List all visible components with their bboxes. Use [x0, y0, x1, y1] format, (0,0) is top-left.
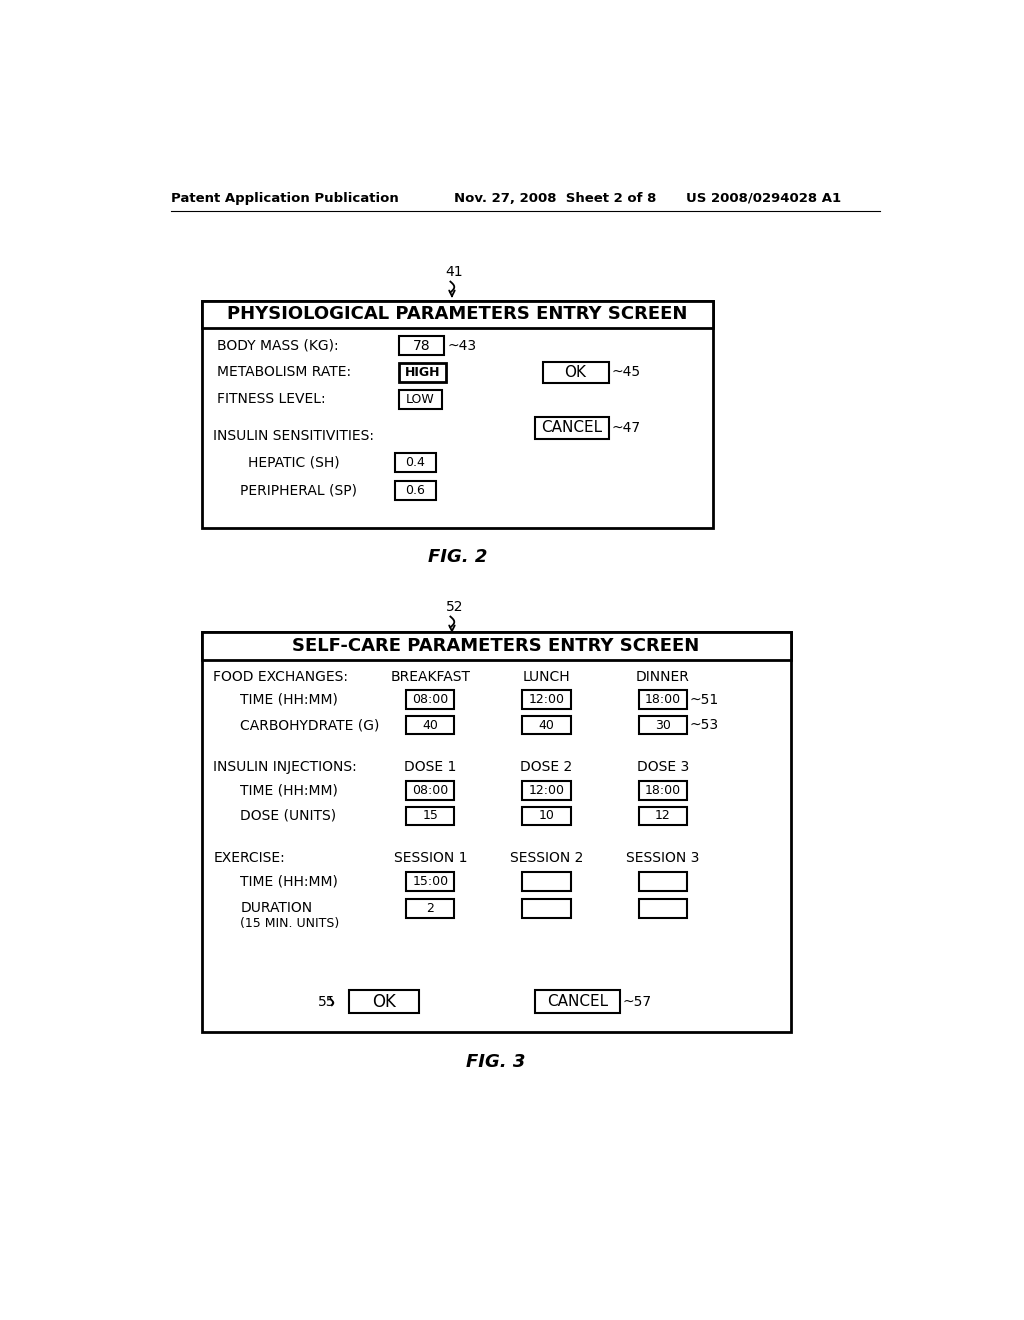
Bar: [639, 690, 687, 709]
Text: SESSION 1: SESSION 1: [393, 851, 467, 866]
Bar: [639, 781, 687, 800]
Text: LUNCH: LUNCH: [522, 669, 570, 684]
Bar: [399, 363, 445, 381]
Text: FIG. 2: FIG. 2: [428, 548, 487, 566]
Text: SELF-CARE PARAMETERS ENTRY SCREEN: SELF-CARE PARAMETERS ENTRY SCREEN: [293, 636, 699, 655]
Text: DOSE 2: DOSE 2: [520, 760, 572, 775]
Text: SESSION 3: SESSION 3: [626, 851, 699, 866]
Text: ~57: ~57: [623, 994, 651, 1008]
Text: 15:00: 15:00: [413, 875, 449, 888]
Text: DOSE 1: DOSE 1: [404, 760, 457, 775]
Bar: [535, 417, 608, 438]
Bar: [535, 990, 621, 1014]
Text: CANCEL: CANCEL: [547, 994, 608, 1008]
Text: CANCEL: CANCEL: [541, 420, 602, 436]
Text: DURATION: DURATION: [241, 902, 312, 915]
Bar: [639, 873, 687, 891]
Text: SESSION 2: SESSION 2: [510, 851, 584, 866]
Text: EXERCISE:: EXERCISE:: [213, 851, 285, 866]
Bar: [202, 301, 713, 528]
Text: ~45: ~45: [611, 366, 641, 379]
Bar: [522, 781, 570, 800]
Text: 08:00: 08:00: [412, 693, 449, 706]
Text: 30: 30: [654, 718, 671, 731]
Bar: [522, 690, 570, 709]
Bar: [407, 690, 455, 709]
Text: BREAKFAST: BREAKFAST: [390, 669, 470, 684]
Text: CARBOHYDRATE (G): CARBOHYDRATE (G): [241, 718, 380, 733]
Text: 15: 15: [422, 809, 438, 822]
Bar: [395, 480, 435, 499]
Text: 12:00: 12:00: [528, 784, 564, 797]
Bar: [639, 715, 687, 734]
Text: DOSE (UNITS): DOSE (UNITS): [241, 809, 337, 822]
Text: 78: 78: [413, 338, 430, 352]
Bar: [202, 632, 791, 1032]
Text: HEPATIC (SH): HEPATIC (SH): [248, 455, 340, 470]
Text: LOW: LOW: [407, 393, 435, 407]
Text: 12:00: 12:00: [528, 693, 564, 706]
Text: US 2008/0294028 A1: US 2008/0294028 A1: [686, 191, 841, 205]
Bar: [522, 873, 570, 891]
Text: ~53: ~53: [689, 718, 718, 733]
Text: TIME (HH:MM): TIME (HH:MM): [241, 693, 338, 706]
Text: 08:00: 08:00: [412, 784, 449, 797]
Bar: [639, 807, 687, 825]
Text: 40: 40: [422, 718, 438, 731]
Text: Nov. 27, 2008  Sheet 2 of 8: Nov. 27, 2008 Sheet 2 of 8: [454, 191, 656, 205]
Text: 52: 52: [445, 601, 463, 614]
Text: 18:00: 18:00: [645, 693, 681, 706]
Text: BODY MASS (KG):: BODY MASS (KG):: [217, 338, 339, 352]
Bar: [543, 362, 608, 383]
Bar: [399, 337, 444, 355]
Bar: [522, 715, 570, 734]
Bar: [202, 632, 791, 660]
Text: 12: 12: [655, 809, 671, 822]
Bar: [202, 301, 713, 327]
Text: 2: 2: [426, 902, 434, 915]
Text: (15 MIN. UNITS): (15 MIN. UNITS): [241, 917, 340, 931]
Text: ~51: ~51: [689, 693, 719, 706]
Bar: [407, 873, 455, 891]
Bar: [407, 807, 455, 825]
Text: 10: 10: [539, 809, 554, 822]
Text: FIG. 3: FIG. 3: [467, 1052, 525, 1071]
Text: 0.6: 0.6: [406, 483, 425, 496]
Bar: [407, 781, 455, 800]
Text: FITNESS LEVEL:: FITNESS LEVEL:: [217, 392, 326, 407]
Bar: [639, 899, 687, 917]
Bar: [407, 899, 455, 917]
Text: ~47: ~47: [611, 421, 641, 434]
Bar: [407, 715, 455, 734]
Text: PERIPHERAL (SP): PERIPHERAL (SP): [241, 483, 357, 498]
Text: METABOLISM RATE:: METABOLISM RATE:: [217, 366, 351, 379]
Text: INSULIN INJECTIONS:: INSULIN INJECTIONS:: [213, 760, 357, 775]
Bar: [395, 453, 435, 471]
Text: Patent Application Publication: Patent Application Publication: [171, 191, 398, 205]
Text: DOSE 3: DOSE 3: [637, 760, 689, 775]
Text: FOOD EXCHANGES:: FOOD EXCHANGES:: [213, 669, 348, 684]
Text: PHYSIOLOGICAL PARAMETERS ENTRY SCREEN: PHYSIOLOGICAL PARAMETERS ENTRY SCREEN: [227, 305, 687, 323]
Text: DINNER: DINNER: [636, 669, 690, 684]
Text: ~43: ~43: [447, 338, 476, 352]
Text: OK: OK: [372, 993, 395, 1011]
Bar: [522, 807, 570, 825]
Text: HIGH: HIGH: [404, 366, 440, 379]
Text: INSULIN SENSITIVITIES:: INSULIN SENSITIVITIES:: [213, 429, 374, 442]
Bar: [522, 899, 570, 917]
Text: 55: 55: [317, 994, 336, 1008]
Text: OK: OK: [564, 364, 587, 380]
Bar: [349, 990, 419, 1014]
Text: 41: 41: [445, 265, 464, 280]
Text: 0.4: 0.4: [406, 455, 425, 469]
Text: 40: 40: [539, 718, 554, 731]
Text: 18:00: 18:00: [645, 784, 681, 797]
Text: TIME (HH:MM): TIME (HH:MM): [241, 784, 338, 797]
Bar: [399, 391, 442, 409]
Text: TIME (HH:MM): TIME (HH:MM): [241, 874, 338, 888]
